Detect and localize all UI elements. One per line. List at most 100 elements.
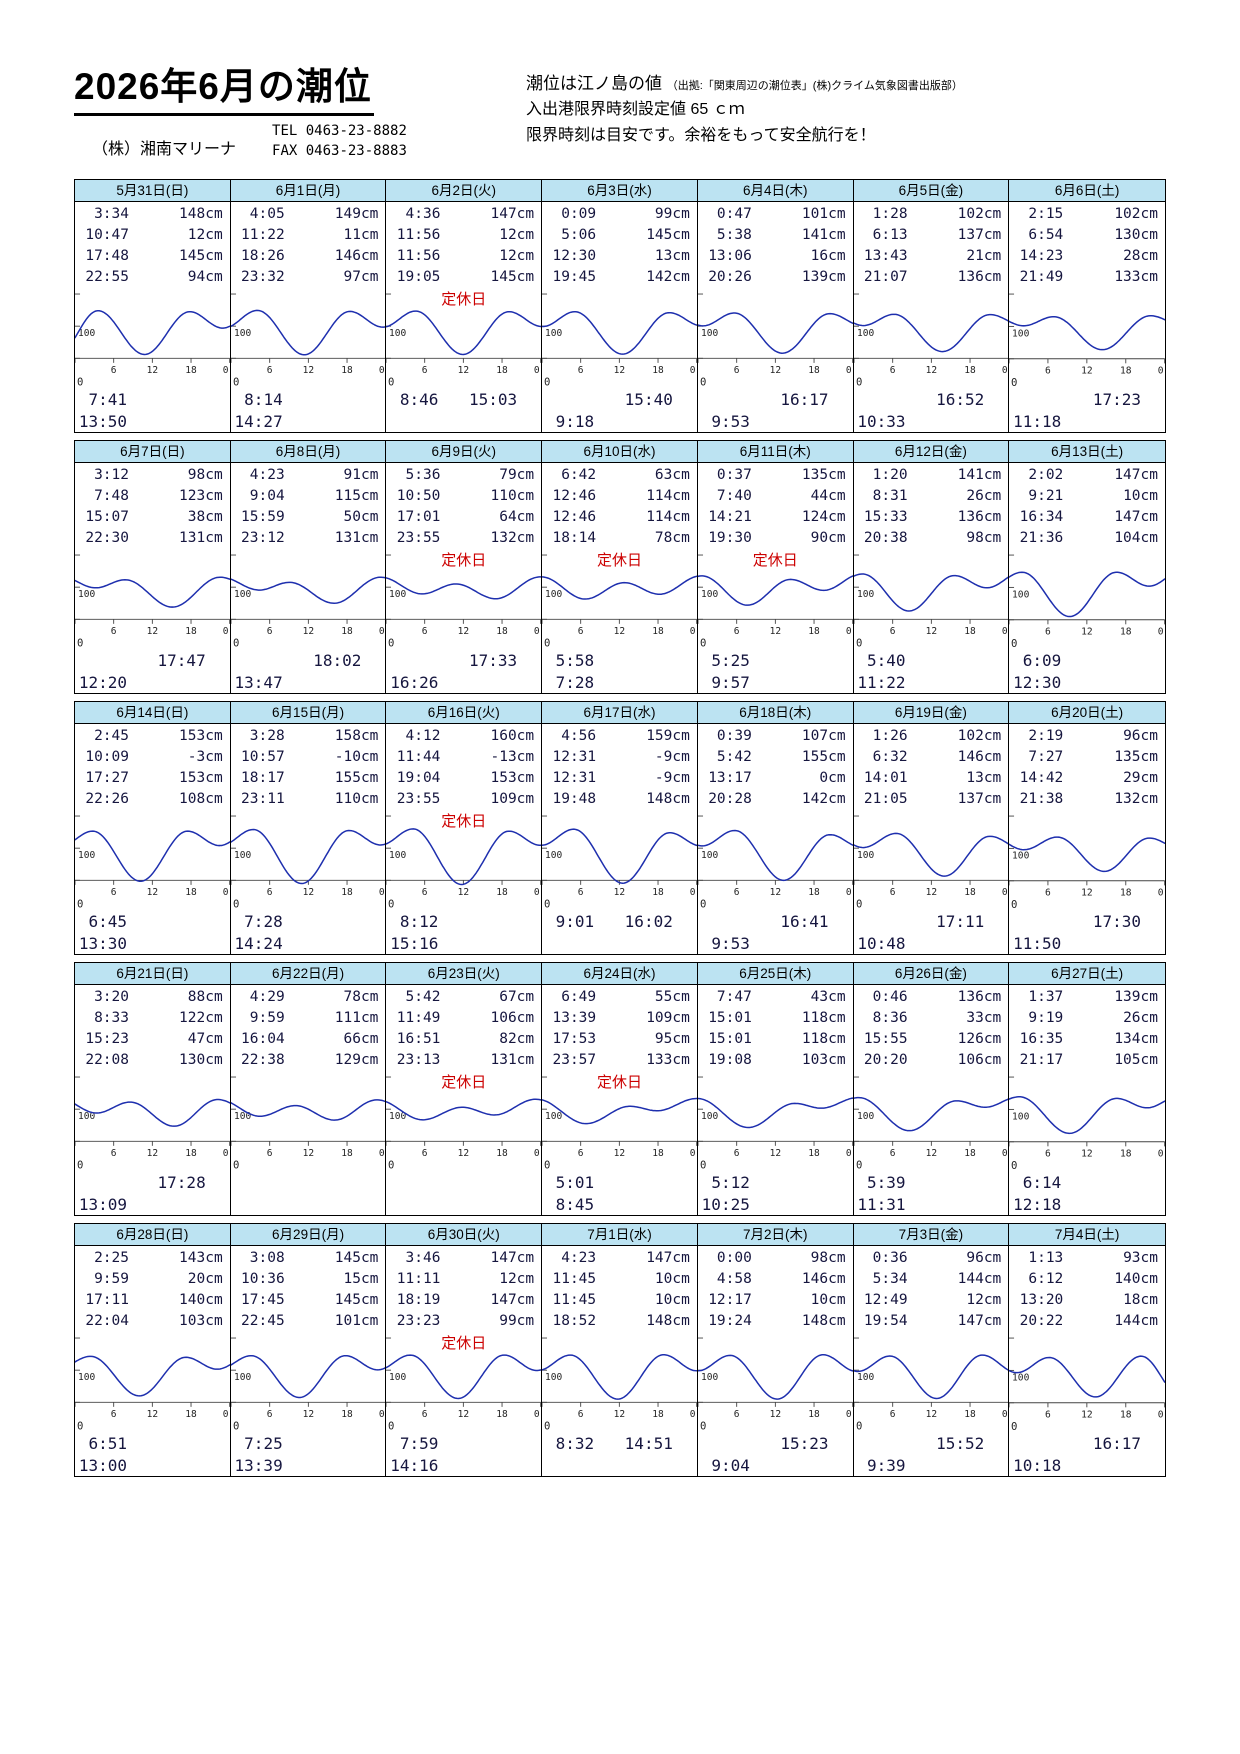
tide-height: 108cm	[179, 791, 223, 808]
tide-height: -9cm	[654, 749, 690, 766]
tide-curve-plot: 100 6 12 18 0 0	[1009, 1337, 1165, 1433]
tide-row: 0:09 99cm	[542, 204, 697, 225]
tide-list: 2:19 96cm 7:27 135cm 14:42 29cm 21:38 132cm	[1009, 724, 1165, 810]
tide-time: 2:45	[94, 728, 129, 745]
tide-graph: 100 6 12 18 0 0	[75, 1332, 230, 1433]
day-header: 6月20日(土)	[1009, 702, 1165, 725]
y-axis-100-label: 100	[78, 328, 95, 339]
x-axis-tick-label: 0	[690, 365, 696, 376]
day-cell: 6月7日(日) 3:12 98cm 7:48 123cm 15:07 38cm 22:30 1…	[75, 441, 231, 694]
tide-curve	[230, 1099, 386, 1122]
y-axis-100-label: 100	[234, 1111, 251, 1122]
limit-time-left: 10:33	[857, 411, 906, 431]
x-axis-tick-label: 12	[458, 365, 469, 376]
tide-time: 4:23	[561, 1250, 597, 1267]
tide-height: 137cm	[957, 791, 1002, 808]
tide-row: 3:08 145cm	[231, 1248, 386, 1269]
tide-curve-plot: 100 6 12 18 0 0	[853, 1337, 1009, 1433]
limit-times-row1: 6:45	[75, 911, 230, 933]
limit-times-row1: 7:28	[231, 911, 386, 933]
x-axis-tick-label: 18	[652, 626, 664, 637]
x-axis-tick-label: 18	[185, 365, 197, 376]
tide-height: 10cm	[810, 1292, 846, 1309]
x-axis-tick-label: 0	[846, 1409, 852, 1420]
x-axis-tick-label: 12	[1081, 1149, 1093, 1160]
limit-times-row2: 11:22	[854, 672, 1009, 694]
day-cell: 6月1日(月) 4:05 149cm 11:22 11cm 18:26 146cm 23:3…	[230, 180, 387, 433]
tide-height: 96cm	[1123, 728, 1158, 745]
y-axis-0-label: 0	[1011, 1159, 1017, 1172]
tide-height: 146cm	[957, 749, 1002, 766]
tide-time: 19:24	[708, 1313, 752, 1330]
tide-time: 11:45	[552, 1271, 597, 1288]
tide-time: 19:04	[396, 770, 441, 787]
tide-row: 19:45 142cm	[542, 267, 697, 288]
limit-times-row1	[386, 1172, 541, 1194]
tide-curve-plot: 100 6 12 18 0 0	[542, 293, 697, 389]
limit-time-left	[386, 650, 438, 672]
tide-row: 10:36 15cm	[231, 1269, 386, 1290]
tide-graph: 100 6 12 18 0 0	[230, 288, 386, 389]
tide-row: 14:21 124cm	[698, 507, 853, 528]
day-header: 6月23日(火)	[386, 963, 542, 986]
holiday-label: 定休日	[752, 552, 798, 570]
y-axis-0-label: 0	[388, 638, 394, 650]
tide-list: 6:49 55cm 13:39 109cm 17:53 95cm 23:57 133cm	[542, 985, 697, 1071]
day-cell: 6月26日(金) 0:46 136cm 8:36 33cm 15:55 126cm 20:2…	[853, 963, 1010, 1216]
tide-height: 118cm	[801, 1010, 846, 1027]
limit-times-row2: 9:04	[698, 1455, 853, 1477]
x-axis-tick-label: 18	[808, 365, 820, 376]
day-cell: 6月11日(木) 0:37 135cm 7:40 44cm 14:21 124cm 19:3…	[697, 441, 854, 694]
x-axis-tick-label: 12	[769, 1148, 780, 1159]
tide-row: 15:59 50cm	[231, 507, 386, 528]
x-axis-tick-label: 6	[734, 626, 740, 637]
tide-time: 5:34	[872, 1271, 908, 1288]
day-cell: 6月14日(日) 2:45 153cm 10:09 -3cm 17:27 153cm 22:…	[75, 702, 231, 955]
day-cell: 6月22日(月) 4:29 78cm 9:59 111cm 16:04 66cm 22:38…	[230, 963, 387, 1216]
y-axis-100-label: 100	[545, 1372, 562, 1383]
tide-time: 11:56	[396, 227, 441, 244]
tide-time: 19:54	[863, 1313, 908, 1330]
tide-height: 122cm	[179, 1010, 223, 1027]
limit-times-row1: 6:09	[1009, 650, 1165, 672]
x-axis-tick-label: 0	[534, 1409, 540, 1420]
limit-time-left	[231, 1193, 283, 1215]
tide-height: 147cm	[646, 1250, 690, 1267]
limit-times-row1: 17:23	[1009, 389, 1165, 411]
tide-list: 4:23 147cm 11:45 10cm 11:45 10cm 18:52 148cm	[542, 1246, 697, 1332]
tide-time: 0:00	[716, 1250, 752, 1267]
limit-time-left: 8:12	[399, 911, 439, 931]
x-axis-tick-label: 6	[422, 887, 428, 898]
tide-row: 2:15 102cm	[1009, 204, 1165, 225]
tide-time: 4:12	[405, 728, 441, 745]
limit-times-row2: 9:18	[542, 411, 697, 433]
limit-time-left: 13:50	[78, 411, 127, 431]
limit-time-left: 5:01	[555, 1172, 595, 1192]
tide-row: 1:37 139cm	[1009, 987, 1165, 1008]
tide-graph: 100 6 12 18 0 0	[230, 810, 386, 911]
tide-row: 0:37 135cm	[698, 465, 853, 486]
tide-curve-plot: 100 6 12 18 0 0	[75, 815, 230, 911]
tide-list: 1:20 141cm 8:31 26cm 15:33 136cm 20:38 98cm	[854, 463, 1009, 549]
x-axis-tick-label: 12	[147, 1409, 158, 1420]
tide-row: 16:35 134cm	[1009, 1029, 1165, 1050]
limit-times-row2: 8:45	[542, 1194, 697, 1216]
limit-time-left	[231, 1172, 283, 1194]
tide-height: 133cm	[646, 1052, 690, 1069]
x-axis-tick-label: 6	[267, 1148, 273, 1159]
tide-height: 50cm	[343, 509, 379, 526]
limit-times-row2: 10:25	[698, 1194, 853, 1216]
tide-curve	[542, 1354, 697, 1401]
limit-times-row2: 13:00	[75, 1455, 230, 1477]
day-header: 6月6日(土)	[1009, 180, 1165, 203]
day-cell: 6月28日(日) 2:25 143cm 9:59 20cm 17:11 140cm 22:0…	[75, 1224, 231, 1477]
tide-grid: 5月31日(日) 3:34 148cm 10:47 12cm 17:48 145cm 22:…	[74, 179, 1166, 1478]
tide-time: 23:55	[396, 530, 441, 547]
limit-times-row1: 17:30	[1009, 911, 1165, 933]
day-cell: 6月24日(水) 6:49 55cm 13:39 109cm 17:53 95cm 23:5…	[542, 963, 698, 1216]
y-axis-0-label: 0	[1011, 1420, 1017, 1433]
x-axis-tick-label: 18	[652, 887, 664, 898]
tide-time: 6:54	[1028, 227, 1064, 244]
tide-row: 22:08 130cm	[75, 1050, 230, 1071]
limit-times-row1: 17:47	[75, 650, 230, 672]
